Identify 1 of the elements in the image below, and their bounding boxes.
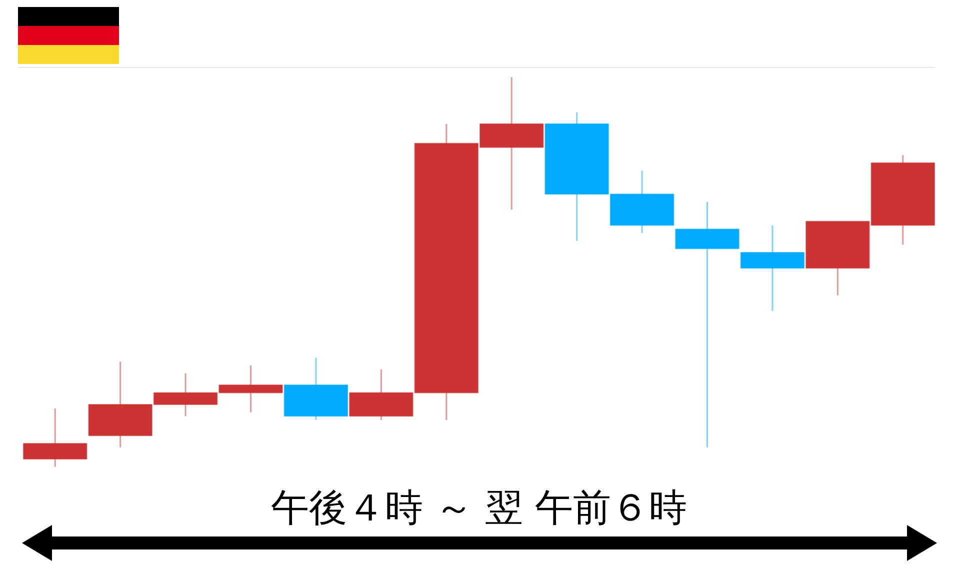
x-axis-title: 午後４時 ～ 翌 午前６時 <box>270 486 688 530</box>
